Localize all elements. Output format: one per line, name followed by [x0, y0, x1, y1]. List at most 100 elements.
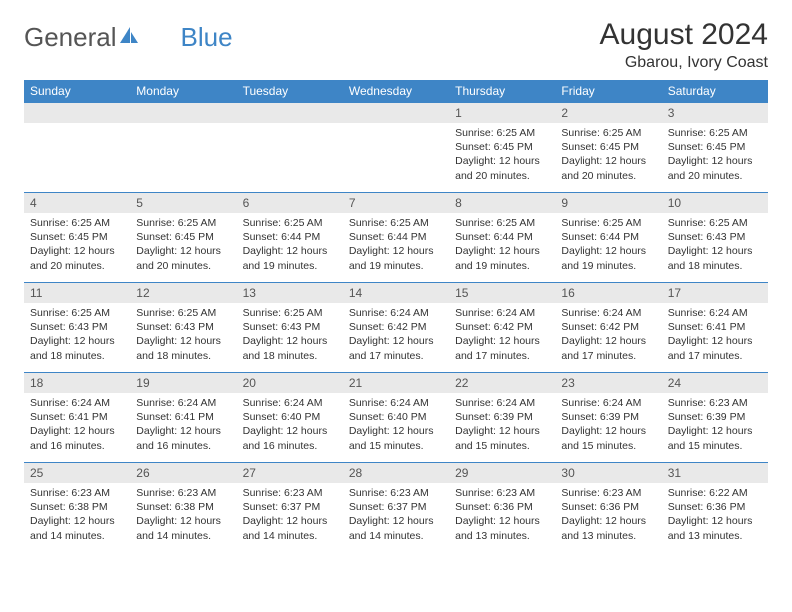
cell-line: Sunrise: 6:25 AM: [455, 126, 549, 140]
calendar-cell: 10Sunrise: 6:25 AMSunset: 6:43 PMDayligh…: [662, 193, 768, 283]
cell-line: Daylight: 12 hours and 18 minutes.: [668, 244, 762, 272]
cell-body: Sunrise: 6:23 AMSunset: 6:38 PMDaylight:…: [130, 483, 236, 547]
calendar-cell: 12Sunrise: 6:25 AMSunset: 6:43 PMDayligh…: [130, 283, 236, 373]
cell-body: Sunrise: 6:24 AMSunset: 6:41 PMDaylight:…: [130, 393, 236, 457]
cell-line: Sunset: 6:41 PM: [668, 320, 762, 334]
day-header-row: SundayMondayTuesdayWednesdayThursdayFrid…: [24, 80, 768, 103]
calendar-cell: 14Sunrise: 6:24 AMSunset: 6:42 PMDayligh…: [343, 283, 449, 373]
cell-line: Sunset: 6:43 PM: [668, 230, 762, 244]
cell-line: Daylight: 12 hours and 16 minutes.: [30, 424, 124, 452]
calendar-cell: 21Sunrise: 6:24 AMSunset: 6:40 PMDayligh…: [343, 373, 449, 463]
cell-body: Sunrise: 6:25 AMSunset: 6:45 PMDaylight:…: [24, 213, 130, 277]
month-title: August 2024: [600, 18, 768, 52]
calendar-cell: 5Sunrise: 6:25 AMSunset: 6:45 PMDaylight…: [130, 193, 236, 283]
day-number: 3: [662, 103, 768, 123]
cell-line: Sunrise: 6:23 AM: [30, 486, 124, 500]
cell-body: Sunrise: 6:24 AMSunset: 6:42 PMDaylight:…: [449, 303, 555, 367]
cell-line: Sunset: 6:42 PM: [455, 320, 549, 334]
day-number: [24, 103, 130, 123]
cell-line: Sunrise: 6:23 AM: [243, 486, 337, 500]
cell-line: Sunrise: 6:25 AM: [243, 216, 337, 230]
calendar-cell: 31Sunrise: 6:22 AMSunset: 6:36 PMDayligh…: [662, 463, 768, 553]
day-header: Sunday: [24, 80, 130, 103]
calendar-cell: 3Sunrise: 6:25 AMSunset: 6:45 PMDaylight…: [662, 103, 768, 193]
cell-line: Daylight: 12 hours and 17 minutes.: [349, 334, 443, 362]
cell-body: Sunrise: 6:24 AMSunset: 6:42 PMDaylight:…: [343, 303, 449, 367]
day-header: Saturday: [662, 80, 768, 103]
cell-line: Sunset: 6:36 PM: [668, 500, 762, 514]
cell-line: Daylight: 12 hours and 17 minutes.: [668, 334, 762, 362]
location-label: Gbarou, Ivory Coast: [600, 54, 768, 72]
cell-body: Sunrise: 6:23 AMSunset: 6:36 PMDaylight:…: [449, 483, 555, 547]
day-number: 22: [449, 373, 555, 393]
cell-line: Daylight: 12 hours and 15 minutes.: [668, 424, 762, 452]
cell-body: Sunrise: 6:25 AMSunset: 6:44 PMDaylight:…: [343, 213, 449, 277]
cell-body: Sunrise: 6:25 AMSunset: 6:43 PMDaylight:…: [24, 303, 130, 367]
cell-line: Sunset: 6:44 PM: [561, 230, 655, 244]
cell-line: Sunset: 6:37 PM: [349, 500, 443, 514]
calendar-week: 11Sunrise: 6:25 AMSunset: 6:43 PMDayligh…: [24, 283, 768, 373]
cell-body: Sunrise: 6:25 AMSunset: 6:45 PMDaylight:…: [449, 123, 555, 187]
cell-line: Sunrise: 6:25 AM: [455, 216, 549, 230]
cell-body: Sunrise: 6:23 AMSunset: 6:39 PMDaylight:…: [662, 393, 768, 457]
cell-line: Sunset: 6:45 PM: [136, 230, 230, 244]
calendar-cell: 9Sunrise: 6:25 AMSunset: 6:44 PMDaylight…: [555, 193, 661, 283]
calendar-week: 4Sunrise: 6:25 AMSunset: 6:45 PMDaylight…: [24, 193, 768, 283]
cell-line: Sunrise: 6:25 AM: [561, 126, 655, 140]
cell-line: Sunrise: 6:25 AM: [136, 306, 230, 320]
day-number: 7: [343, 193, 449, 213]
cell-line: Sunrise: 6:24 AM: [243, 396, 337, 410]
logo-word1: General: [24, 22, 117, 53]
cell-line: Daylight: 12 hours and 14 minutes.: [243, 514, 337, 542]
calendar-cell: 30Sunrise: 6:23 AMSunset: 6:36 PMDayligh…: [555, 463, 661, 553]
calendar-cell: 4Sunrise: 6:25 AMSunset: 6:45 PMDaylight…: [24, 193, 130, 283]
cell-body: Sunrise: 6:23 AMSunset: 6:37 PMDaylight:…: [237, 483, 343, 547]
cell-line: Daylight: 12 hours and 20 minutes.: [30, 244, 124, 272]
calendar-cell: 28Sunrise: 6:23 AMSunset: 6:37 PMDayligh…: [343, 463, 449, 553]
cell-line: Sunset: 6:40 PM: [349, 410, 443, 424]
cell-line: Daylight: 12 hours and 18 minutes.: [30, 334, 124, 362]
cell-line: Sunset: 6:45 PM: [668, 140, 762, 154]
cell-line: Daylight: 12 hours and 15 minutes.: [561, 424, 655, 452]
calendar-cell: 19Sunrise: 6:24 AMSunset: 6:41 PMDayligh…: [130, 373, 236, 463]
cell-line: Sunset: 6:42 PM: [561, 320, 655, 334]
cell-line: Sunset: 6:39 PM: [668, 410, 762, 424]
cell-line: Sunrise: 6:25 AM: [30, 306, 124, 320]
day-number: 19: [130, 373, 236, 393]
cell-body: Sunrise: 6:25 AMSunset: 6:44 PMDaylight:…: [555, 213, 661, 277]
day-number: 23: [555, 373, 661, 393]
cell-body: Sunrise: 6:25 AMSunset: 6:45 PMDaylight:…: [662, 123, 768, 187]
cell-line: Sunrise: 6:22 AM: [668, 486, 762, 500]
day-number: 5: [130, 193, 236, 213]
cell-line: Sunrise: 6:25 AM: [349, 216, 443, 230]
cell-line: Daylight: 12 hours and 15 minutes.: [455, 424, 549, 452]
cell-line: Sunrise: 6:24 AM: [668, 306, 762, 320]
cell-line: Daylight: 12 hours and 13 minutes.: [561, 514, 655, 542]
calendar-cell: 27Sunrise: 6:23 AMSunset: 6:37 PMDayligh…: [237, 463, 343, 553]
cell-line: Sunset: 6:43 PM: [243, 320, 337, 334]
cell-line: Sunset: 6:44 PM: [243, 230, 337, 244]
day-header: Thursday: [449, 80, 555, 103]
cell-line: Sunrise: 6:24 AM: [561, 306, 655, 320]
cell-line: Sunrise: 6:24 AM: [30, 396, 124, 410]
cell-line: Sunset: 6:45 PM: [561, 140, 655, 154]
cell-body: Sunrise: 6:24 AMSunset: 6:39 PMDaylight:…: [449, 393, 555, 457]
day-number: 15: [449, 283, 555, 303]
calendar-cell: 13Sunrise: 6:25 AMSunset: 6:43 PMDayligh…: [237, 283, 343, 373]
cell-line: Sunset: 6:37 PM: [243, 500, 337, 514]
calendar-page: General Blue August 2024 Gbarou, Ivory C…: [0, 0, 792, 565]
cell-body: Sunrise: 6:24 AMSunset: 6:41 PMDaylight:…: [662, 303, 768, 367]
cell-body: Sunrise: 6:24 AMSunset: 6:41 PMDaylight:…: [24, 393, 130, 457]
cell-body: Sunrise: 6:25 AMSunset: 6:43 PMDaylight:…: [130, 303, 236, 367]
cell-body: Sunrise: 6:23 AMSunset: 6:37 PMDaylight:…: [343, 483, 449, 547]
calendar-week: 25Sunrise: 6:23 AMSunset: 6:38 PMDayligh…: [24, 463, 768, 553]
cell-line: Daylight: 12 hours and 14 minutes.: [136, 514, 230, 542]
day-number: 20: [237, 373, 343, 393]
calendar-cell: [24, 103, 130, 193]
cell-line: Daylight: 12 hours and 19 minutes.: [349, 244, 443, 272]
day-number: 17: [662, 283, 768, 303]
day-number: 11: [24, 283, 130, 303]
day-number: [343, 103, 449, 123]
cell-body: Sunrise: 6:25 AMSunset: 6:44 PMDaylight:…: [449, 213, 555, 277]
day-number: 12: [130, 283, 236, 303]
